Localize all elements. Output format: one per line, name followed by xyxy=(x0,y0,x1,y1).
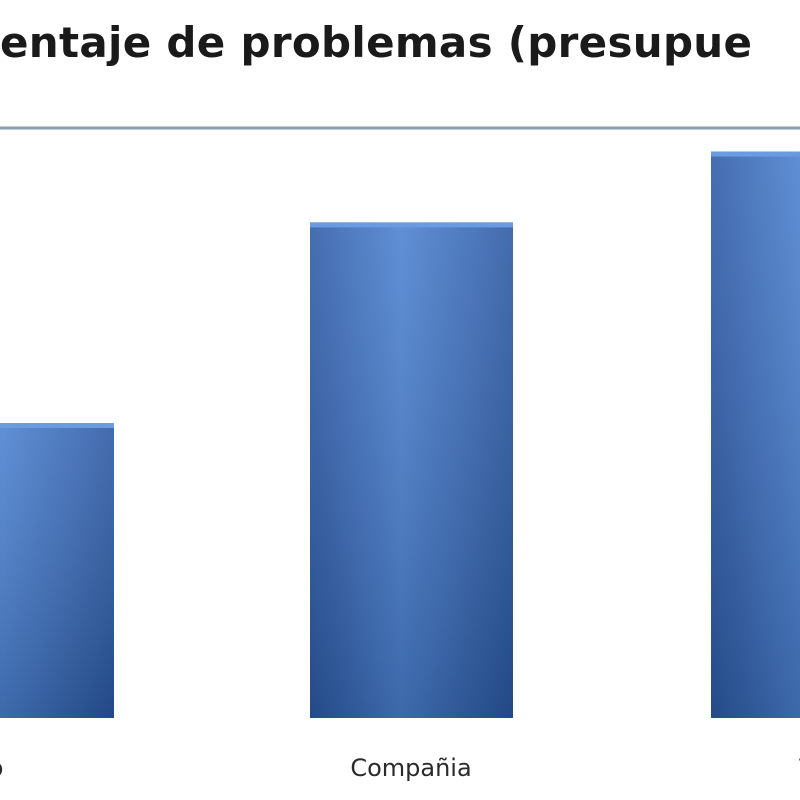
bar-top-highlight-compa-ia xyxy=(310,222,513,228)
bars-group xyxy=(0,151,800,719)
bar-top-highlight-to xyxy=(711,151,800,157)
chart-title: entaje de problemas (presupue xyxy=(0,18,753,67)
category-label-compa-ia: Compañia xyxy=(350,754,471,782)
bar-shading-tio xyxy=(0,423,114,718)
bar-shading-to xyxy=(711,151,800,719)
category-label-tio: tio xyxy=(0,754,3,782)
bar-shading-compa-ia xyxy=(310,222,513,718)
category-label-to: To xyxy=(798,754,800,782)
bar-top-highlight-tio xyxy=(0,423,114,428)
category-labels-group: tio Compañia To xyxy=(0,754,800,782)
